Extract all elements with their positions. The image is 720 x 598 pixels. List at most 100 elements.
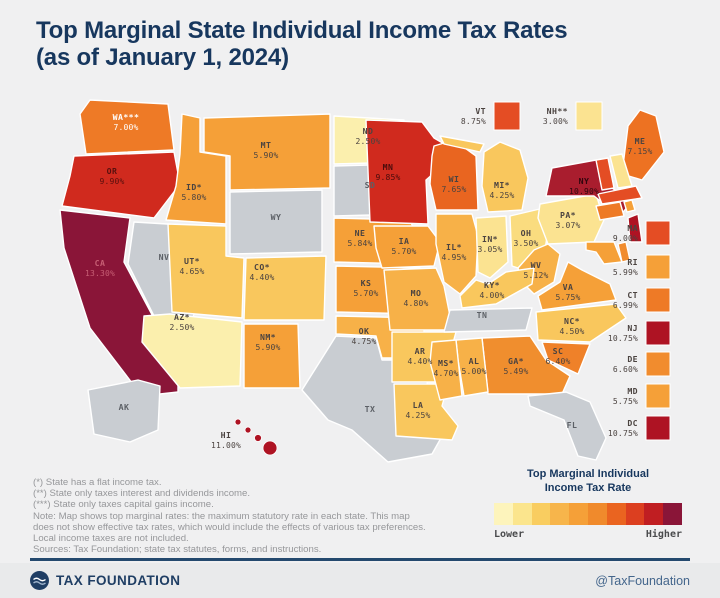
state-label-mn: MN [383, 162, 394, 172]
state-rate-dc: 10.75% [608, 429, 638, 438]
state-rate-ca: 13.30% [85, 269, 115, 278]
twitter-handle[interactable]: @TaxFoundation [595, 573, 690, 588]
state-rate-nd: 2.50% [355, 137, 380, 146]
state-label-mt: MT [261, 140, 272, 150]
state-rate-co: 4.40% [249, 273, 274, 282]
legend-swatch [550, 502, 570, 525]
state-label-ky: KY* [484, 280, 500, 290]
state-label-la: LA [413, 400, 424, 410]
state-rate-al: 5.00% [461, 367, 486, 376]
state-label-mi: MI* [494, 180, 510, 190]
legend-title: Top Marginal Individual Income Tax Rate [488, 468, 688, 496]
state-label-hi: HI [221, 430, 232, 440]
state-label-ca: CA [95, 258, 106, 268]
state-label-wy: WY [271, 212, 282, 222]
state-shape-nc [535, 303, 627, 343]
state-rate-in: 3.05% [477, 245, 502, 254]
legend-swatch [663, 502, 682, 525]
footnote-line: Local income taxes are not included. [33, 533, 189, 545]
state-label-or: OR [107, 166, 118, 176]
footer-divider [30, 558, 690, 561]
state-shape-me [621, 109, 665, 181]
state-rate-mo: 4.80% [403, 299, 428, 308]
legend-swatch [531, 502, 551, 525]
state-rate-wv: 5.12% [523, 271, 548, 280]
state-shape-hi [254, 434, 262, 442]
state-rate-ky: 4.00% [479, 291, 504, 300]
state-rate-hi: 11.00% [211, 441, 241, 450]
state-label-md: MD [627, 386, 638, 396]
state-shape-ri [623, 199, 636, 213]
callout-swatch-ri [645, 254, 671, 280]
state-label-va: VA [563, 282, 574, 292]
state-label-nj: NJ [627, 323, 638, 333]
state-shape-or [61, 151, 181, 219]
brand: TAX FOUNDATION [30, 571, 180, 590]
state-rate-me: 7.15% [627, 147, 652, 156]
callout-swatch-md [645, 383, 671, 409]
footer: TAX FOUNDATION @TaxFoundation [0, 563, 720, 598]
legend-higher-label: Higher [645, 528, 682, 540]
state-rate-il: 4.95% [441, 253, 466, 262]
state-shape-mi [481, 141, 529, 213]
legend-title-line2: Income Tax Rate [544, 481, 632, 494]
state-rate-nc: 4.50% [559, 327, 584, 336]
legend-swatch [644, 502, 664, 525]
state-label-mo: MO [411, 288, 422, 298]
state-rate-ms: 4.70% [433, 369, 458, 378]
state-rate-md: 5.75% [613, 397, 638, 406]
state-label-ks: KS [361, 278, 372, 288]
footnote-line: does not show effective tax rates, which… [33, 521, 426, 533]
state-rate-ma: 9.00% [613, 234, 638, 243]
state-rate-de: 6.60% [613, 365, 638, 374]
state-shape-az [141, 313, 243, 389]
legend-swatch [606, 502, 626, 525]
state-rate-pa: 3.07% [555, 221, 580, 230]
state-rate-nm: 5.90% [255, 343, 280, 352]
legend-color-scale [494, 502, 682, 525]
state-label-ia: IA [399, 236, 410, 246]
legend-swatch [587, 502, 607, 525]
state-rate-mi: 4.25% [489, 191, 514, 200]
state-rate-ne: 5.84% [347, 239, 372, 248]
state-shape-wy [229, 189, 323, 255]
state-label-sd: SD [365, 180, 376, 190]
state-label-me: ME [635, 136, 646, 146]
state-rate-ct: 6.99% [613, 301, 638, 310]
state-shape-ga [481, 335, 571, 395]
state-label-dc: DC [627, 418, 638, 428]
state-rate-ut: 4.65% [179, 267, 204, 276]
state-shape-fl [527, 391, 607, 461]
state-rate-ia: 5.70% [391, 247, 416, 256]
state-shape-nj [627, 213, 643, 243]
state-shape-nm [243, 323, 301, 389]
us-choropleth-map: WA*** 7.00% OR 9.90% CA 13.30% NV ID* 5.80% MT 5.9… [30, 92, 690, 480]
state-shape-il [435, 213, 479, 295]
state-label-in: IN* [482, 234, 498, 244]
callout-swatch-ct [645, 287, 671, 313]
state-shape-sc [541, 341, 591, 375]
legend-lower-label: Lower [494, 528, 525, 540]
us-map-svg: WA***7.00%OR9.90%CA13.30%NVID*5.80%MT5.9… [59, 99, 671, 463]
state-rate-la: 4.25% [405, 411, 430, 420]
tax-foundation-logo-icon [30, 571, 49, 590]
state-rate-ri: 5.99% [613, 268, 638, 277]
state-shape-vt [595, 157, 615, 191]
state-label-vt: VT [475, 106, 486, 116]
footnote-line: Note: Map shows top marginal rates: the … [33, 510, 410, 522]
legend-swatch [625, 502, 645, 525]
state-rate-wa: 7.00% [113, 123, 138, 132]
callout-swatch-ma [645, 220, 671, 246]
footnote-line: (**) State only taxes interest and divid… [33, 488, 251, 500]
footnote-line: Sources: Tax Foundation; state tax statu… [33, 544, 322, 556]
state-label-nm: NM* [260, 332, 276, 342]
state-label-ny: NY [579, 176, 590, 186]
state-label-id: ID* [186, 182, 202, 192]
page-title-line2: (as of January 1, 2024) [36, 43, 289, 71]
state-label-ms: MS* [438, 358, 454, 368]
state-shape-ky [459, 267, 535, 309]
state-label-ma: MA [627, 223, 638, 233]
state-label-nd: ND [363, 126, 374, 136]
state-label-ga: GA* [508, 356, 524, 366]
state-label-al: AL [469, 356, 480, 366]
